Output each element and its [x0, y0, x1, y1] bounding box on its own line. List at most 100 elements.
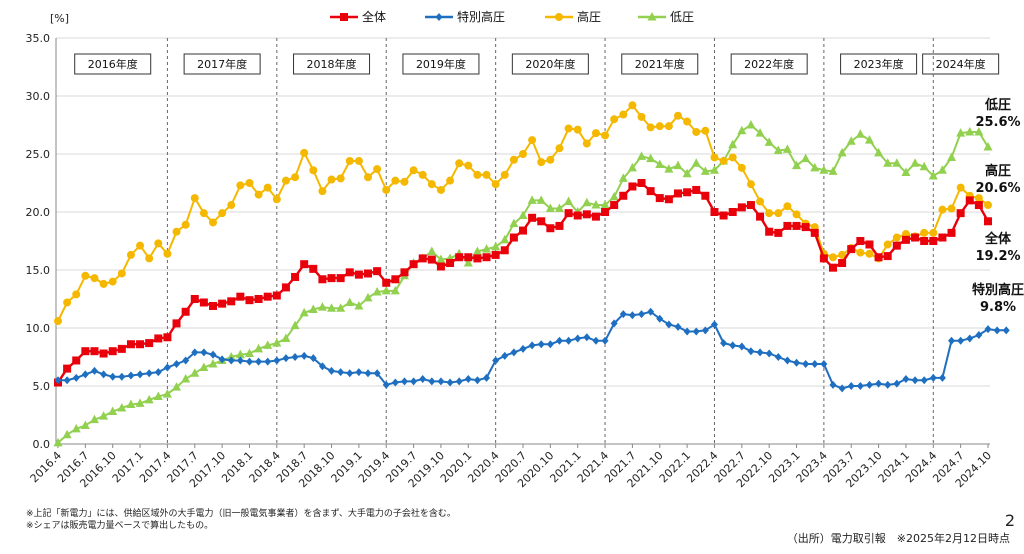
data-point — [482, 244, 492, 253]
data-point — [628, 182, 637, 191]
data-point — [637, 112, 646, 121]
fiscal-year-box — [402, 53, 480, 75]
data-point — [546, 224, 555, 233]
data-point — [929, 237, 938, 245]
data-point — [299, 307, 309, 317]
data-point — [263, 292, 272, 301]
data-point — [545, 203, 555, 213]
data-point — [491, 241, 501, 251]
data-point — [382, 278, 391, 287]
data-point — [427, 180, 436, 189]
data-point — [400, 377, 408, 386]
data-point — [491, 250, 500, 259]
data-point — [519, 344, 527, 353]
data-point — [72, 373, 80, 382]
y-tick-label: 30.0 — [26, 90, 51, 103]
data-point — [883, 252, 892, 261]
data-point — [792, 160, 802, 170]
data-point — [363, 292, 373, 302]
data-point — [637, 179, 646, 187]
fiscal-year-box — [511, 53, 589, 75]
data-point — [674, 189, 682, 198]
data-point — [373, 165, 382, 174]
data-point — [418, 170, 427, 179]
data-point — [209, 218, 217, 227]
data-point — [646, 123, 655, 132]
data-point — [501, 351, 509, 360]
data-point — [555, 336, 563, 345]
data-point — [673, 160, 683, 170]
end-annotations: 低圧 25.6% 高圧 20.6% 全体 19.2% 特別高圧 9.8% — [972, 97, 1024, 315]
data-point — [300, 148, 309, 157]
data-point — [354, 270, 363, 279]
data-point — [118, 372, 126, 381]
data-point — [136, 370, 144, 379]
data-point — [199, 298, 208, 307]
data-point — [117, 344, 126, 353]
data-point — [692, 127, 701, 136]
data-point — [427, 255, 436, 264]
annotation-value: 25.6% — [975, 115, 1020, 130]
data-point — [582, 197, 592, 207]
data-point — [318, 275, 327, 284]
data-point — [337, 368, 345, 377]
data-point — [892, 158, 902, 167]
series-line — [58, 310, 1007, 390]
data-point — [153, 391, 163, 400]
data-point — [728, 139, 738, 149]
data-point — [400, 268, 409, 277]
data-point — [984, 217, 992, 226]
y-tick-label: 20.0 — [26, 206, 51, 219]
data-point — [864, 135, 874, 144]
footnote-2: ※シェアは販売電力量ベースで算出したもの。 — [26, 519, 213, 531]
data-point — [81, 271, 90, 280]
data-point — [145, 254, 154, 263]
data-point — [573, 125, 582, 134]
data-point — [974, 194, 983, 203]
series-extra-high-voltage — [54, 307, 1010, 393]
data-point — [700, 166, 710, 175]
data-point — [755, 128, 765, 137]
data-point — [619, 310, 627, 319]
data-point — [719, 156, 728, 165]
data-point — [62, 429, 72, 439]
data-point — [601, 336, 609, 345]
series-overall — [54, 179, 992, 387]
legend-label: 低圧 — [670, 10, 694, 24]
series — [53, 101, 1010, 447]
data-point — [783, 202, 792, 211]
data-point — [938, 233, 947, 242]
data-point — [264, 357, 272, 366]
data-point — [728, 208, 737, 216]
y-tick-labels: 0.0 5.0 10.0 15.0 20.0 25.0 30.0 35.0 — [26, 32, 51, 451]
data-point — [455, 253, 464, 262]
data-point — [819, 165, 829, 174]
data-point — [610, 201, 619, 210]
data-point — [591, 212, 600, 221]
data-point — [108, 347, 117, 356]
data-point — [810, 228, 819, 237]
data-point — [336, 174, 345, 183]
data-point — [346, 369, 354, 378]
data-point — [81, 370, 89, 379]
data-point — [911, 376, 919, 385]
data-point — [226, 352, 236, 361]
data-point — [436, 185, 445, 194]
data-point — [591, 129, 600, 138]
data-point — [373, 369, 381, 378]
data-point — [774, 228, 783, 237]
data-point — [290, 320, 300, 330]
data-point — [582, 139, 591, 148]
data-point — [373, 267, 382, 276]
data-point — [400, 177, 409, 186]
data-point — [500, 246, 509, 255]
fiscal-year-box — [922, 53, 1000, 75]
annotation-value: 20.6% — [975, 181, 1020, 196]
legend: 全体 特別高圧 高圧 低圧 — [330, 9, 694, 24]
data-point — [209, 350, 217, 359]
data-point — [811, 359, 819, 368]
data-point — [983, 142, 993, 151]
data-point — [929, 373, 937, 382]
annotation-name: 低圧 — [984, 97, 1011, 113]
data-point — [865, 249, 874, 258]
